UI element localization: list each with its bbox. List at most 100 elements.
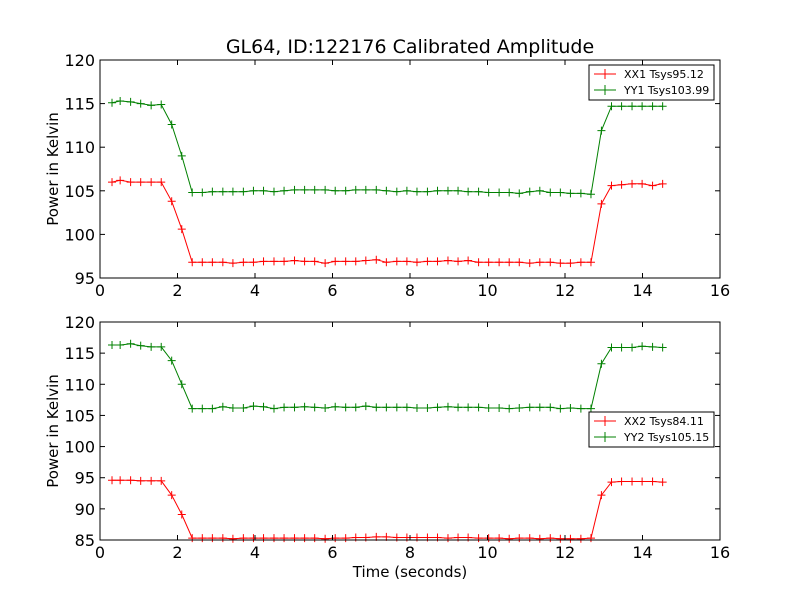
- top-x-tick-label: 0: [95, 281, 105, 300]
- bottom-series-0-point: [218, 534, 227, 543]
- top-series-0-point: [495, 258, 504, 267]
- bottom-series-0-point: [495, 534, 504, 543]
- top-series-0-point: [167, 197, 176, 206]
- top-series-1-point: [402, 186, 411, 195]
- top-series-0-point: [382, 258, 391, 267]
- bottom-series-1-point: [597, 359, 606, 368]
- bottom-y-tick-label: 105: [64, 406, 95, 425]
- top-series-1-point: [412, 187, 421, 196]
- top-series-layer: [108, 96, 667, 268]
- bottom-series-0-point: [208, 534, 217, 543]
- top-series-1-point: [331, 186, 340, 195]
- bottom-series-0-point: [228, 534, 237, 543]
- top-series-1-point: [188, 188, 197, 197]
- top-series-1-point: [126, 97, 135, 106]
- top-series-1-point: [658, 102, 667, 111]
- bottom-series-1-point: [228, 403, 237, 412]
- top-y-tick-label: 110: [64, 138, 95, 157]
- bottom-series-0-point: [474, 534, 483, 543]
- top-series-1-point: [474, 187, 483, 196]
- bottom-series-1-point: [300, 402, 309, 411]
- top-series-1-point: [116, 96, 125, 105]
- bottom-series-0-point: [136, 476, 145, 485]
- top-panel: 0 2 4 6 8 10 12 14 16 95 100 105 110 115 120 Power in …: [44, 51, 730, 300]
- top-series-0-point: [628, 179, 637, 188]
- top-series-1-point: [454, 186, 463, 195]
- bottom-legend-label-xx2: XX2 Tsys84.11: [624, 415, 704, 428]
- top-series-1-point: [628, 102, 637, 111]
- top-series-1-point: [586, 190, 595, 199]
- bottom-series-1-point: [351, 403, 360, 412]
- top-series-0-point: [597, 199, 606, 208]
- top-y-axis-label: Power in Kelvin: [44, 112, 62, 226]
- bottom-series-0-point: [546, 534, 555, 543]
- top-series-1-point: [566, 189, 575, 198]
- top-series-0-point: [249, 258, 258, 267]
- top-series-1-point: [341, 186, 350, 195]
- top-series-0-point: [535, 258, 544, 267]
- top-series-0-point: [136, 178, 145, 187]
- top-series-1-point: [198, 188, 207, 197]
- bottom-series-0-point: [300, 534, 309, 543]
- bottom-ticks-layer: 0 2 4 6 8 10 12 14 16 85 90 95 100 105 110 115 120: [64, 313, 730, 562]
- top-x-tick-label: 6: [327, 281, 337, 300]
- top-series-0-point: [484, 258, 493, 267]
- top-series-1-point: [638, 102, 647, 111]
- top-series-0-point: [157, 178, 166, 187]
- top-series-0-point: [556, 259, 565, 268]
- top-legend-label-yy1: YY1 Tsys103.99: [623, 84, 709, 97]
- bottom-series-1-point: [546, 403, 555, 412]
- bottom-y-tick-label: 90: [75, 500, 95, 519]
- top-series-0-point: [218, 258, 227, 267]
- bottom-series-1-point: [331, 402, 340, 411]
- bottom-y-tick-label: 95: [75, 469, 95, 488]
- top-series-0-point: [433, 257, 442, 266]
- bottom-series-0-point: [576, 534, 585, 543]
- top-series-0-point: [321, 259, 330, 268]
- top-series-0-point: [341, 257, 350, 266]
- top-series-1-point: [392, 187, 401, 196]
- bottom-series-1-point: [218, 402, 227, 411]
- top-x-tick-label: 2: [172, 281, 182, 300]
- bottom-series-0-point: [443, 534, 452, 543]
- bottom-series-1-point: [249, 402, 258, 411]
- bottom-series-0-point: [167, 491, 176, 500]
- top-series-1-point: [382, 186, 391, 195]
- bottom-series-0-point: [290, 534, 299, 543]
- bottom-series-0-point: [607, 478, 616, 487]
- bottom-series-1-point: [484, 403, 493, 412]
- bottom-series-1-point: [648, 342, 657, 351]
- top-series-0-point: [198, 258, 207, 267]
- bottom-series-0-point: [147, 476, 156, 485]
- top-series-0-point: [208, 258, 217, 267]
- bottom-series-1-point: [505, 404, 514, 413]
- bottom-series-0-point: [566, 534, 575, 543]
- top-y-tick-label: 105: [64, 182, 95, 201]
- top-series-1-point: [280, 186, 289, 195]
- top-series-0-point: [658, 179, 667, 188]
- top-series-1-point: [208, 187, 217, 196]
- bottom-series-1-point: [515, 403, 524, 412]
- bottom-series-0-point: [505, 534, 514, 543]
- top-series-1-point: [290, 185, 299, 194]
- bottom-series-line-1: [112, 343, 663, 410]
- bottom-series-1-point: [454, 403, 463, 412]
- top-series-0-point: [423, 257, 432, 266]
- bottom-x-tick-label: 6: [327, 543, 337, 562]
- top-series-0-point: [259, 257, 268, 266]
- bottom-x-tick-label: 2: [172, 543, 182, 562]
- top-series-0-point: [648, 181, 657, 190]
- bottom-series-1-point: [628, 343, 637, 352]
- bottom-series-1-point: [361, 402, 370, 411]
- top-series-1-point: [648, 102, 657, 111]
- top-series-1-point: [177, 151, 186, 160]
- bottom-series-0-point: [515, 534, 524, 543]
- top-series-1-point: [136, 99, 145, 108]
- bottom-series-0-point: [157, 476, 166, 485]
- bottom-series-0-point: [556, 534, 565, 543]
- bottom-series-0-point: [525, 534, 534, 543]
- top-series-0-point: [239, 258, 248, 267]
- bottom-series-1-point: [136, 341, 145, 350]
- bottom-series-0-point: [116, 476, 125, 485]
